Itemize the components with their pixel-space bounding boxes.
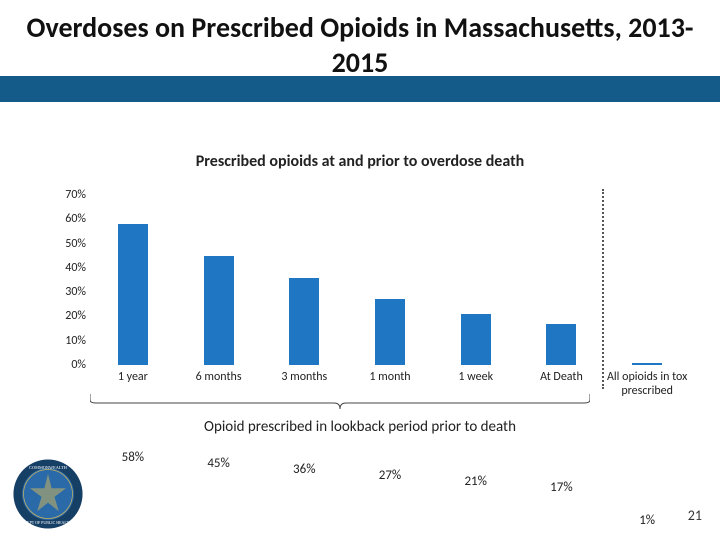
x-label: 1 week [433,371,519,385]
y-tick: 60% [65,212,86,226]
page-number: 21 [688,507,702,524]
svg-text:COMMONWEALTH: COMMONWEALTH [29,465,67,470]
bar-chart: 0%10%20%30%40%50%60%70% 58%1 year45%6 mo… [50,195,690,405]
x-label: 3 months [261,371,347,385]
bar [289,278,319,365]
y-tick: 50% [65,237,86,251]
bar-value-label: 45% [176,456,262,471]
separator-line [602,189,604,389]
bar-value-label: 27% [347,468,433,483]
svg-text:DEPT OF PUBLIC HEALTH: DEPT OF PUBLIC HEALTH [24,520,71,525]
lookback-brace [90,394,590,412]
plot-area: 58%1 year45%6 months36%3 months27%1 mont… [90,195,690,365]
y-tick: 0% [71,358,86,372]
x-label: 6 months [176,371,262,385]
x-label: All opioids in tox prescribed [604,371,690,399]
y-tick: 70% [65,188,86,202]
y-tick: 20% [65,309,86,323]
bar [204,256,234,365]
x-label: 1 month [347,371,433,385]
state-seal: COMMONWEALTH DEPT OF PUBLIC HEALTH [12,458,84,530]
chart-subtitle: Prescribed opioids at and prior to overd… [0,152,720,171]
bar [546,324,576,365]
y-tick: 10% [65,334,86,348]
x-label: At Death [519,371,605,385]
page-title: Overdoses on Prescribed Opioids in Massa… [0,10,720,80]
bar-value-label: 58% [90,450,176,465]
x-label: 1 year [90,371,176,385]
bar-value-label: 17% [519,480,605,495]
bar [632,363,662,365]
y-tick: 40% [65,261,86,275]
bar-value-label: 36% [261,462,347,477]
bar [118,224,148,365]
bar [375,299,405,365]
y-tick: 30% [65,285,86,299]
bar [461,314,491,365]
bar-value-label: 21% [433,474,519,489]
bar-value-label: 1% [604,513,690,528]
y-axis: 0%10%20%30%40%50%60%70% [50,195,90,365]
chart-caption: Opioid prescribed in lookback period pri… [0,418,720,436]
